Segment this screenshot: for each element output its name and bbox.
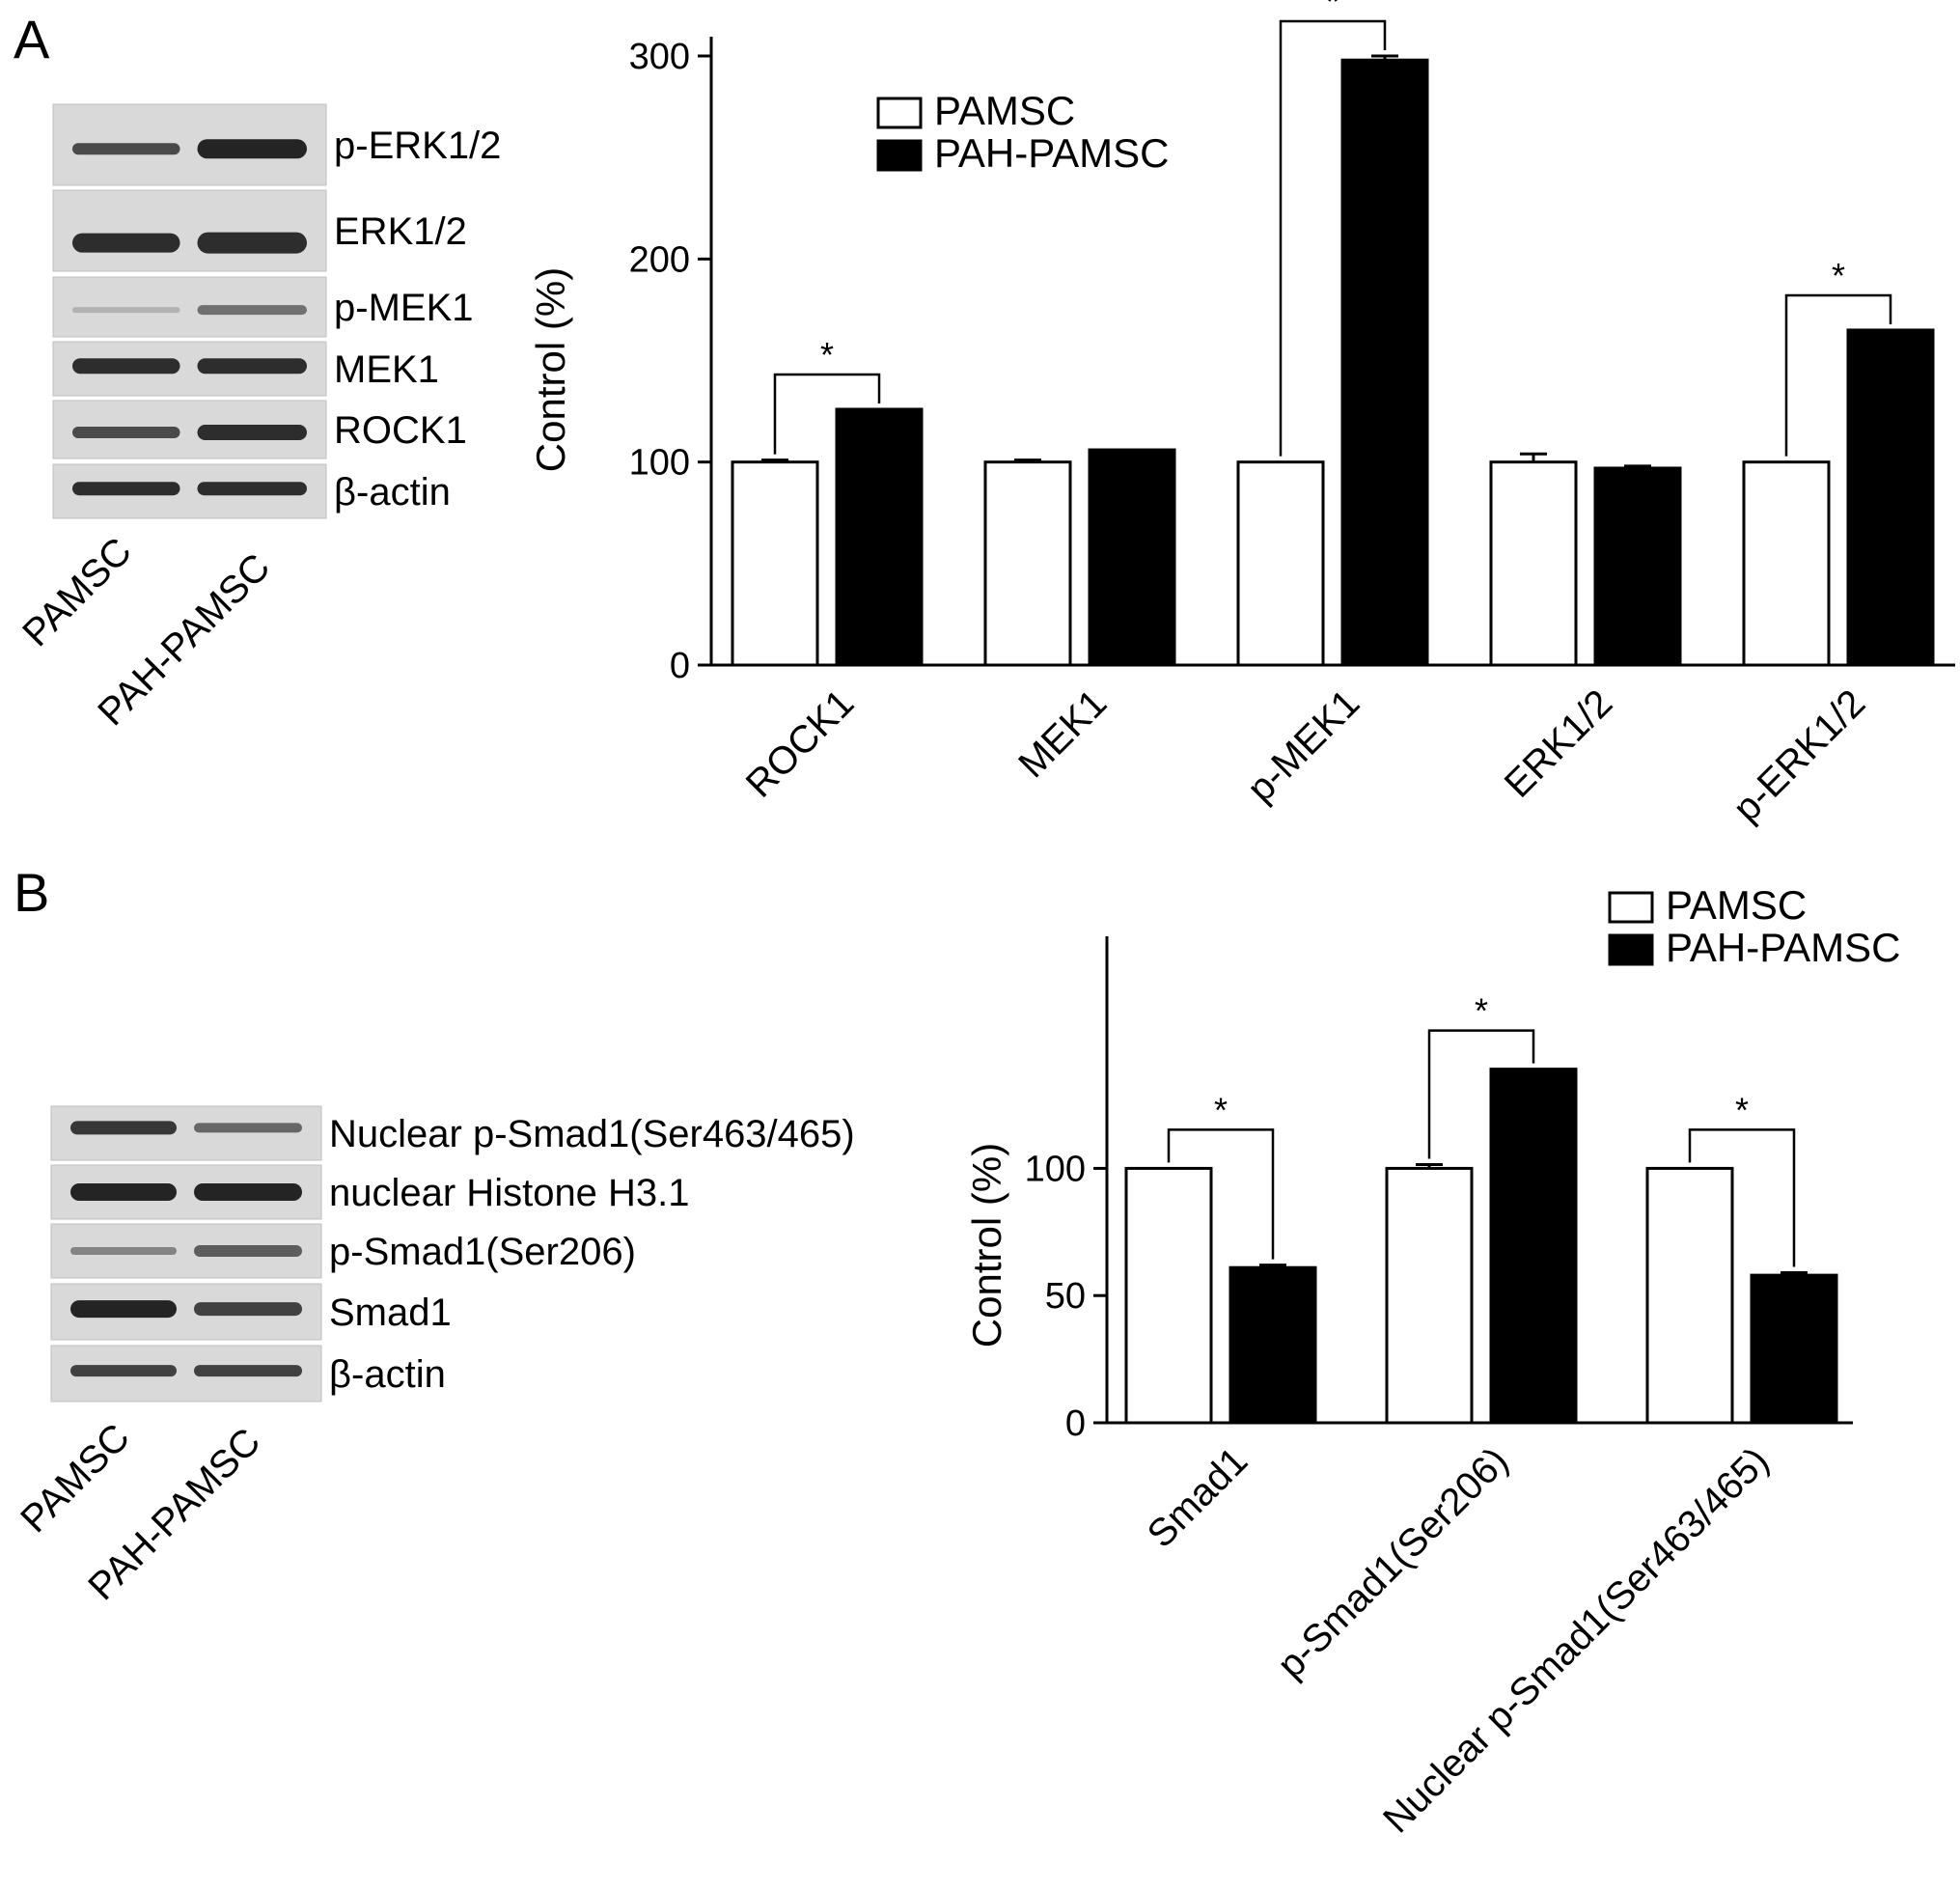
blot-label-mek1: MEK1 <box>334 348 439 391</box>
legend-label-pah-pamsc: PAH-PAMSC <box>1666 925 1900 970</box>
blot-label-p-erk1-2: p-ERK1/2 <box>334 125 501 167</box>
blot-band-actin-pah-pamsc <box>194 1365 302 1377</box>
significance-star-rock1: * <box>820 335 834 375</box>
blot-band-erk1-2-pah-pamsc <box>197 232 307 254</box>
blot-label-p-smad1-ser206: p-Smad1(Ser206) <box>329 1231 636 1273</box>
significance-star-p-erk1-2: * <box>1832 256 1845 295</box>
blot-band-p-smad1-ser206-pamsc <box>70 1247 177 1255</box>
blot-band-nuclear-p-smad1-ser463-465-pamsc <box>70 1121 177 1135</box>
legend-label-pamsc: PAMSC <box>934 88 1075 133</box>
significance-bracket-smad1 <box>1167 1128 1275 1260</box>
blot-band-rock1-pah-pamsc <box>197 425 307 440</box>
legend-swatch-pamsc <box>1608 891 1654 924</box>
blot-band-p-erk1-2-pamsc <box>72 143 180 155</box>
significance-bracket-p-mek1 <box>1279 19 1387 457</box>
blot-band-nuclear-p-smad1-ser463-465-pah-pamsc <box>194 1123 302 1133</box>
blot-band-p-erk1-2-pah-pamsc <box>197 139 307 159</box>
bar-pah-pamsc-nuclear-p-smad1-ser463-465 <box>1750 1273 1838 1425</box>
significance-bracket-p-smad1-ser206 <box>1427 1029 1535 1159</box>
bar-pah-pamsc-p-mek1 <box>1340 58 1429 667</box>
blot-band-rock1-pamsc <box>72 427 180 438</box>
y-tick-label-200: 200 <box>629 239 690 280</box>
blot-label-erk1-2: ERK1/2 <box>334 210 467 253</box>
bar-pamsc-p-mek1 <box>1236 460 1325 667</box>
y-tick-label-0: 0 <box>1065 1403 1086 1444</box>
bar-pah-pamsc-rock1 <box>835 407 924 667</box>
blot-band-nuclear-histone-h3-1-pah-pamsc <box>194 1183 302 1201</box>
panel-b-letter: B <box>14 862 49 923</box>
blot-label-actin: β-actin <box>329 1353 446 1396</box>
y-tick-label-50: 50 <box>1045 1276 1086 1317</box>
significance-bracket-nuclear-p-smad1-ser463-465 <box>1688 1128 1796 1267</box>
bar-pamsc-smad1 <box>1124 1166 1213 1425</box>
bar-pamsc-p-erk1-2 <box>1742 460 1831 667</box>
blot-band-smad1-pah-pamsc <box>194 1302 302 1317</box>
y-tick-label-100: 100 <box>1025 1149 1086 1189</box>
blot-label-p-mek1: p-MEK1 <box>334 287 474 329</box>
blot-band-actin-pah-pamsc <box>197 482 307 496</box>
blot-band-erk1-2-pamsc <box>72 233 180 253</box>
legend-swatch-pah-pamsc <box>876 139 923 172</box>
western-blot-a: p-ERK1/2ERK1/2p-MEK1MEK1ROCK1β-actinPAMS… <box>14 103 501 734</box>
bar-pah-pamsc-mek1 <box>1088 448 1176 667</box>
legend-swatch-pah-pamsc <box>1608 933 1654 966</box>
bar-pamsc-erk1-2 <box>1489 460 1578 667</box>
blot-band-actin-pamsc <box>70 1365 177 1377</box>
blot-band-p-mek1-pamsc <box>72 307 180 314</box>
bar-pamsc-p-smad1-ser206 <box>1385 1166 1474 1425</box>
y-tick-label-0: 0 <box>670 646 690 686</box>
significance-star-p-mek1: * <box>1326 0 1339 21</box>
bar-pah-pamsc-p-smad1-ser206 <box>1489 1068 1578 1425</box>
legend-label-pamsc: PAMSC <box>1666 882 1807 928</box>
bar-pamsc-mek1 <box>983 460 1072 667</box>
legend-swatch-pamsc <box>876 97 923 129</box>
bar-pah-pamsc-p-erk1-2 <box>1846 328 1935 667</box>
significance-star-nuclear-p-smad1-ser463-465: * <box>1735 1090 1749 1129</box>
legend-label-pah-pamsc: PAH-PAMSC <box>934 130 1169 176</box>
panel-a-letter: A <box>14 9 50 69</box>
bar-pamsc-rock1 <box>731 460 819 667</box>
blot-label-nuclear-p-smad1-ser463-465: Nuclear p-Smad1(Ser463/465) <box>329 1113 855 1155</box>
y-tick-label-100: 100 <box>629 443 690 484</box>
significance-star-p-smad1-ser206: * <box>1475 991 1488 1031</box>
blot-band-nuclear-histone-h3-1-pamsc <box>70 1183 177 1201</box>
blot-label-smad1: Smad1 <box>329 1292 452 1334</box>
blot-band-mek1-pamsc <box>72 358 180 375</box>
y-axis-label: Control (%) <box>964 1143 1009 1347</box>
blot-band-mek1-pah-pamsc <box>197 358 307 375</box>
significance-bracket-p-erk1-2 <box>1784 293 1892 457</box>
bar-pah-pamsc-erk1-2 <box>1593 466 1682 667</box>
y-tick-label-300: 300 <box>629 37 690 77</box>
significance-star-smad1: * <box>1214 1090 1228 1129</box>
bar-pamsc-nuclear-p-smad1-ser463-465 <box>1645 1166 1734 1425</box>
blot-band-p-mek1-pah-pamsc <box>197 305 307 316</box>
blot-band-smad1-pamsc <box>70 1300 177 1319</box>
blot-band-actin-pamsc <box>72 482 180 496</box>
blot-strip-erk1-2 <box>52 189 327 272</box>
blot-label-actin: β-actin <box>334 471 451 514</box>
significance-bracket-rock1 <box>773 373 881 455</box>
bar-pah-pamsc-smad1 <box>1228 1265 1317 1425</box>
y-axis-label: Control (%) <box>528 267 573 472</box>
blot-band-p-smad1-ser206-pah-pamsc <box>194 1245 302 1257</box>
blot-label-rock1: ROCK1 <box>334 409 467 452</box>
blot-label-nuclear-histone-h3-1: nuclear Histone H3.1 <box>329 1172 690 1214</box>
